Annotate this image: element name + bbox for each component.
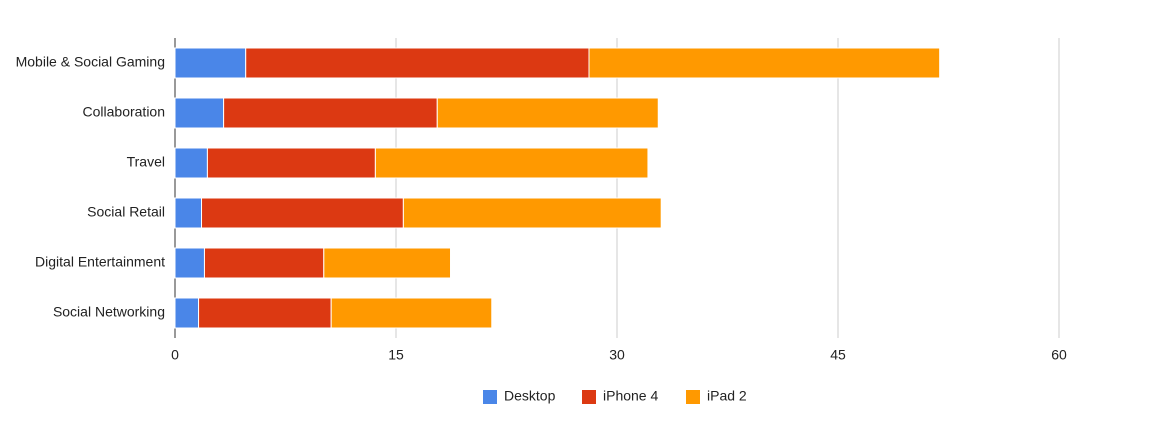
bar-segment (330, 297, 493, 329)
bar-segment (174, 197, 203, 229)
x-tick-label: 0 (171, 347, 179, 363)
y-tick-label: Travel (127, 154, 165, 170)
legend-label: Desktop (504, 388, 556, 404)
bar-segment (206, 147, 376, 179)
bar-segment (374, 147, 649, 179)
bar-segment (174, 297, 200, 329)
legend-swatch (483, 390, 497, 404)
bar-segment (201, 197, 404, 229)
x-tick-label: 45 (830, 347, 846, 363)
bar-segment (174, 247, 205, 279)
x-tick-label: 60 (1051, 347, 1067, 363)
y-tick-label: Digital Entertainment (35, 254, 165, 270)
legend-swatch (686, 390, 700, 404)
y-tick-label: Social Retail (87, 204, 165, 220)
bar-segment (174, 147, 208, 179)
bar-segment (323, 247, 452, 279)
y-tick-label: Social Networking (53, 304, 165, 320)
bar-segment (174, 97, 225, 129)
y-tick-label: Collaboration (83, 104, 166, 120)
bar-segment (203, 247, 325, 279)
y-tick-label: Mobile & Social Gaming (16, 54, 165, 70)
bar-segment (174, 47, 247, 79)
bar-segment (198, 297, 332, 329)
x-tick-label: 15 (388, 347, 404, 363)
bar-segment (402, 197, 662, 229)
bar-segment (588, 47, 941, 79)
bar-segment (436, 97, 659, 129)
x-tick-label: 30 (609, 347, 625, 363)
legend-label: iPhone 4 (603, 388, 658, 404)
legend-swatch (582, 390, 596, 404)
bar-segment (223, 97, 438, 129)
bar-segment (245, 47, 590, 79)
legend-label: iPad 2 (707, 388, 747, 404)
